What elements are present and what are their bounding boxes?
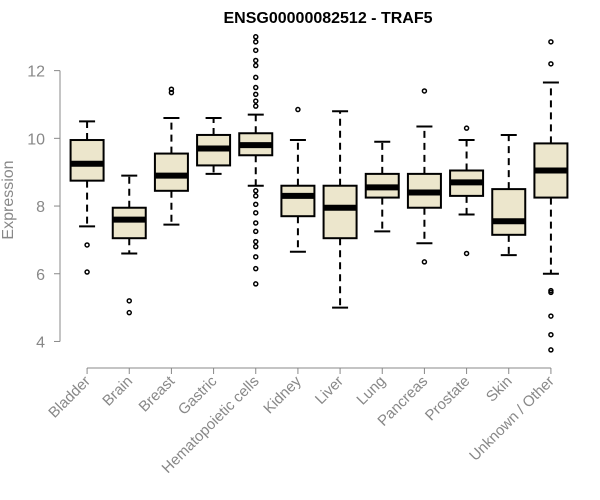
x-tick-label: Bladder bbox=[45, 373, 94, 422]
outlier-point bbox=[253, 57, 259, 64]
outlier-point bbox=[253, 210, 259, 216]
outlier-point bbox=[548, 313, 554, 319]
x-tick-label: Brain bbox=[99, 373, 136, 410]
outlier-point bbox=[253, 74, 259, 81]
outlier-point bbox=[253, 201, 259, 208]
outlier-point bbox=[253, 84, 259, 91]
box-iqr bbox=[322, 184, 358, 240]
outlier-point bbox=[253, 98, 259, 104]
x-tick-label: Kidney bbox=[260, 372, 305, 417]
box-group bbox=[491, 133, 527, 257]
box-group bbox=[238, 34, 274, 287]
outlier-point bbox=[253, 91, 259, 98]
outlier-point bbox=[253, 281, 259, 287]
x-tick-label: Breast bbox=[136, 372, 179, 415]
boxes-layer bbox=[69, 34, 569, 353]
chart-title: ENSG00000082512 - TRAF5 bbox=[224, 10, 433, 27]
outlier-point bbox=[463, 250, 470, 257]
outlier-point bbox=[253, 39, 259, 45]
box-group bbox=[153, 86, 189, 226]
outlier-point bbox=[253, 193, 259, 199]
box-iqr bbox=[280, 184, 316, 218]
outlier-point bbox=[84, 242, 90, 248]
outlier-point bbox=[253, 62, 259, 69]
outlier-point bbox=[295, 106, 301, 113]
y-tick-label: 6 bbox=[36, 267, 45, 284]
box-group bbox=[69, 120, 105, 275]
outlier-point bbox=[168, 89, 175, 96]
outlier-point bbox=[548, 39, 554, 45]
outlier-point bbox=[253, 238, 259, 245]
outlier-point bbox=[421, 259, 428, 265]
x-tick-label: Skin bbox=[483, 373, 516, 406]
y-tick-label: 8 bbox=[36, 199, 45, 216]
outlier-point bbox=[253, 243, 259, 250]
y-tick-label: 12 bbox=[27, 64, 45, 81]
y-tick-label: 10 bbox=[27, 131, 45, 148]
outlier-point bbox=[126, 298, 132, 304]
box-group bbox=[111, 174, 147, 316]
outlier-point bbox=[253, 220, 259, 226]
outlier-point bbox=[84, 269, 90, 275]
box-group bbox=[322, 110, 358, 309]
outlier-point bbox=[253, 228, 259, 235]
y-axis: 4 6 8 10 12 bbox=[27, 64, 61, 351]
box-iqr bbox=[491, 188, 527, 236]
outlier-point bbox=[421, 88, 428, 94]
box-iqr bbox=[153, 152, 189, 192]
x-tick-label: Lung bbox=[353, 373, 389, 409]
box-group bbox=[196, 117, 232, 175]
outlier-point bbox=[253, 103, 259, 109]
box-iqr bbox=[111, 206, 147, 240]
outlier-point bbox=[253, 47, 259, 54]
outlier-point bbox=[253, 254, 259, 260]
box-iqr bbox=[69, 139, 105, 182]
outlier-point bbox=[548, 331, 554, 338]
box-group bbox=[406, 88, 442, 265]
outlier-point bbox=[463, 125, 470, 131]
y-axis-label: Expression bbox=[0, 160, 17, 239]
box-group bbox=[280, 106, 316, 253]
outlier-point bbox=[548, 289, 554, 296]
outlier-point bbox=[126, 309, 132, 316]
box-group bbox=[449, 125, 485, 257]
outlier-point bbox=[253, 34, 259, 40]
box-group bbox=[533, 39, 569, 353]
outlier-point bbox=[548, 61, 554, 67]
box-group bbox=[364, 140, 400, 233]
outlier-point bbox=[253, 265, 259, 272]
outlier-point bbox=[548, 347, 554, 353]
x-tick-label: Liver bbox=[312, 373, 347, 408]
x-tick-label: Prostate bbox=[422, 373, 474, 425]
y-tick-label: 4 bbox=[36, 334, 45, 351]
outlier-point bbox=[253, 188, 259, 194]
